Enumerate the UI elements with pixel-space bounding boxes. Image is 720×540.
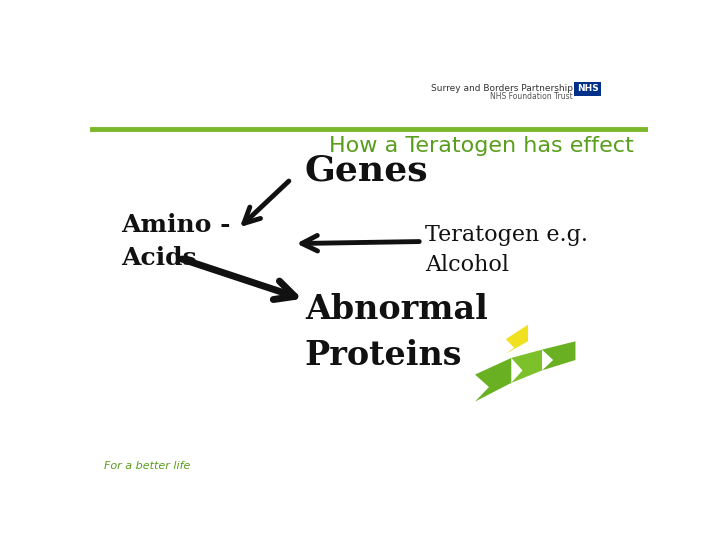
Text: Genes: Genes (305, 154, 428, 188)
Text: Amino -
Acids: Amino - Acids (121, 213, 230, 270)
Polygon shape (511, 349, 542, 383)
Text: NHS Foundation Trust: NHS Foundation Trust (490, 92, 572, 102)
Text: Teratogen e.g.
Alcohol: Teratogen e.g. Alcohol (425, 224, 588, 276)
FancyBboxPatch shape (575, 82, 601, 96)
Text: Surrey and Borders Partnership: Surrey and Borders Partnership (431, 84, 572, 93)
Polygon shape (475, 358, 511, 402)
Text: Abnormal
Proteins: Abnormal Proteins (305, 294, 487, 373)
Text: For a better life: For a better life (104, 461, 190, 471)
Text: NHS: NHS (577, 84, 598, 93)
Text: How a Teratogen has effect: How a Teratogen has effect (329, 136, 634, 156)
Polygon shape (505, 325, 528, 354)
Polygon shape (542, 341, 575, 370)
